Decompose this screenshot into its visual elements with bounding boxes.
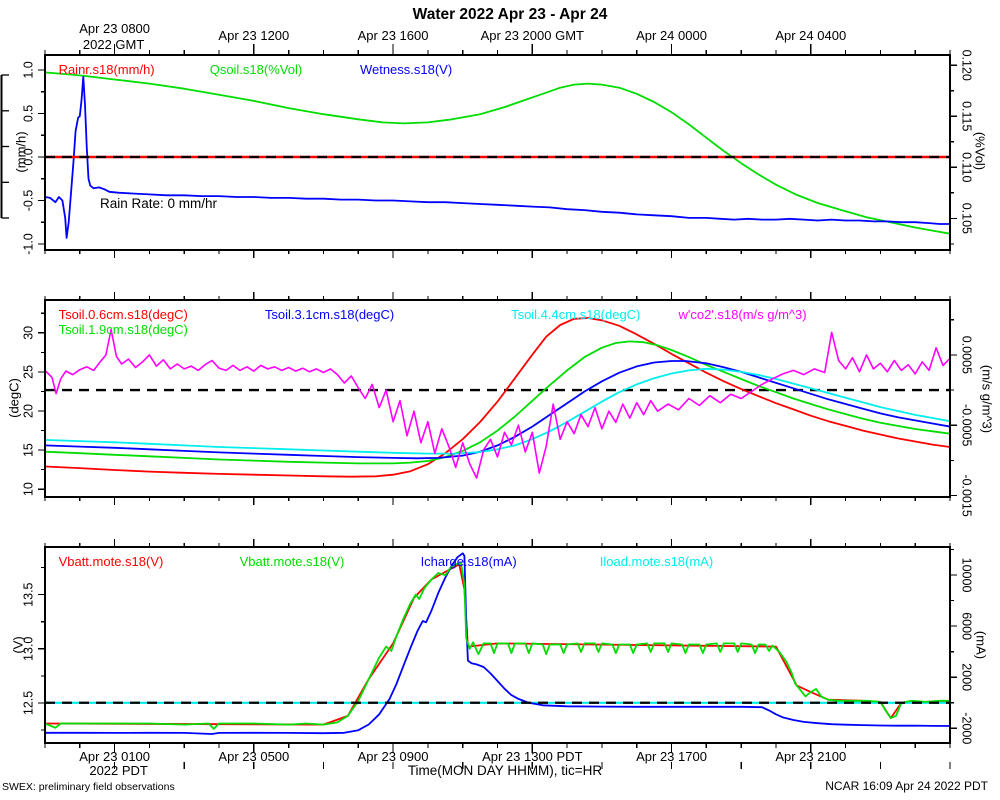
y-tick-label: 15 [21, 443, 35, 457]
y-tick-label: -0.5 [21, 190, 35, 212]
y-tick-label: 2000 [960, 663, 974, 691]
legend-entry: Tsoil.0.6cm.s18(degC) [58, 307, 188, 322]
top-axis-label: Apr 24 0000 [636, 28, 707, 43]
series-Vbatt.mote.s18.green [45, 562, 950, 730]
top-axis-label: Apr 23 1600 [357, 28, 429, 43]
legend-entry: Qsoil.s18(%Vol) [209, 62, 303, 77]
y-tick-label: 0.120 [960, 50, 974, 81]
y-axis-unit-panel1-left: (mm/h) [13, 131, 29, 173]
legend-entry: Icharge.s18(mA) [420, 554, 517, 569]
bottom-axis-unit-note: 2022 PDT [89, 763, 148, 778]
bottom-axis-label: Apr 23 0500 [218, 749, 290, 764]
y-tick-label: 10000 [960, 558, 974, 593]
top-axis-label: Apr 23 1200 [218, 28, 290, 43]
y-tick-label: 0.0 [21, 148, 35, 165]
top-axis-label: Apr 23 2000 GMT [480, 28, 584, 43]
y-tick-label: 0.5 [21, 105, 35, 122]
y-axis-unit-panel1-right: (%Vol) [972, 131, 988, 171]
bottom-axis-label: Apr 23 1300 PDT [482, 749, 583, 764]
legend-entry: Vbatt.mote.s18(V) [239, 554, 345, 569]
bottom-axis-label: Apr 23 1700 [636, 749, 707, 764]
y-tick-label: 0.110 [960, 152, 974, 182]
legend-entry: Tsoil.4.4cm.s18(degC) [511, 307, 641, 322]
top-axis-label: Apr 24 0400 [775, 28, 847, 43]
legend-entry: Wetness.s18(V) [359, 62, 453, 77]
series-w'co2'.s18 [45, 328, 950, 479]
y-tick-label: 0.115 [960, 101, 974, 131]
footer-timestamp: NCAR 16:09 Apr 24 2022 PDT [825, 779, 988, 793]
series-Tsoil.3.1cm.s18 [45, 360, 950, 460]
y-tick-label: 1.0 [21, 61, 35, 78]
y-tick-label: 10 [21, 482, 35, 496]
rain-rate-annotation: Rain Rate: 0 mm/hr [100, 196, 218, 211]
y-tick-label: 20 [21, 404, 35, 418]
y-tick-label: 0.0005 [960, 336, 974, 374]
legend-entry: Rainr.s18(mm/h) [58, 62, 155, 77]
legend-entry: Tsoil.1.9cm.s18(degC) [58, 322, 188, 337]
series-Tsoil.0.6cm.s18 [45, 317, 950, 478]
y-tick-label: 25 [21, 365, 35, 379]
y-tick-label: 13.5 [21, 582, 35, 606]
legend-entry: Iload.mote.s18(mA) [599, 554, 714, 569]
y-tick-label: 13.0 [21, 637, 35, 661]
y-axis-unit-panel2-left: (degC) [6, 378, 22, 418]
y-tick-label: 6000 [960, 612, 974, 640]
bottom-axis-label: Apr 23 2100 [775, 749, 847, 764]
series-Wetness.s18 [45, 76, 950, 239]
y-axis-unit-panel3-left: (V) [10, 636, 26, 654]
y-axis-unit-panel3-right: (mA) [973, 630, 989, 660]
y-tick-label: 0.105 [960, 203, 974, 234]
y-tick-label: 12.5 [21, 691, 35, 715]
series-Qsoil.s18 [45, 71, 950, 235]
top-axis-label: Apr 23 0800 [79, 21, 151, 36]
legend-entry: Tsoil.3.1cm.s18(degC) [264, 307, 395, 322]
y-axis-unit-panel2-right: (m/s g/m^3) [979, 364, 995, 434]
legend-entry: w'co2'.s18(m/s g/m^3) [678, 307, 807, 322]
series-Tsoil.4.4cm.s18 [45, 367, 950, 455]
y-tick-label: -0.0015 [960, 474, 974, 516]
chart-title: Water 2022 Apr 23 - Apr 24 [412, 6, 608, 23]
bottom-axis-label: Apr 23 0900 [357, 749, 429, 764]
footer-note: SWEX: preliminary field observations [2, 781, 175, 793]
y-tick-label: -2000 [960, 712, 974, 744]
bottom-axis-label: Apr 23 0100 [79, 749, 151, 764]
y-tick-label: -0.0005 [960, 404, 974, 446]
y-tick-label: -1.0 [21, 233, 35, 255]
series-Tsoil.1.9cm.s18 [45, 340, 950, 465]
legend-entry: Vbatt.mote.s18(V) [58, 554, 164, 569]
x-axis-title: Time(MON DAY HHMM), tic=HR [407, 763, 603, 778]
top-axis-unit-note: 2022 GMT [82, 37, 145, 52]
y-tick-label: 30 [21, 326, 35, 340]
series-Icharge.s18 [45, 552, 950, 735]
